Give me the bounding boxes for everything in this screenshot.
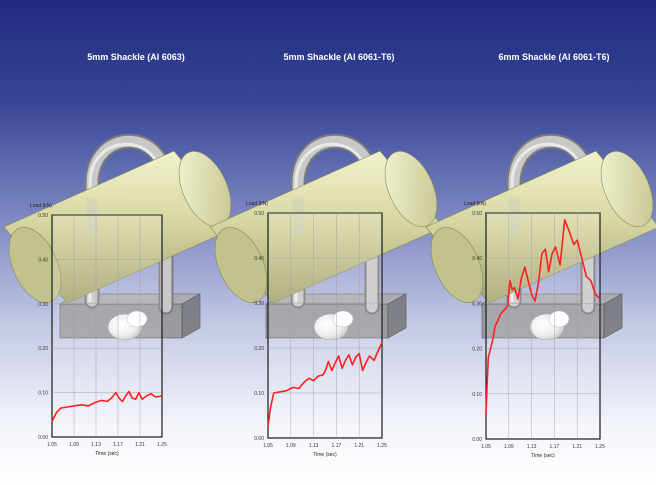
y-axis-label: Load (kN)	[464, 201, 486, 207]
x-tick-label: 1.13	[91, 442, 101, 448]
y-tick-label: 0.10	[254, 391, 264, 397]
panel-3-title: 6mm Shackle (Al 6061-T6)	[498, 52, 610, 62]
panel-2-title: 5mm Shackle (Al 6061-T6)	[283, 52, 395, 62]
load-curve	[51, 390, 163, 422]
graph-frame	[51, 214, 163, 438]
y-tick-label: 0.50	[472, 211, 482, 217]
y-tick-label: 0.00	[254, 436, 264, 442]
x-axis-label: Time (sec)	[95, 451, 119, 457]
x-tick-label: 1.13	[309, 443, 319, 449]
load-curve	[485, 219, 601, 415]
y-tick-label: 0.40	[254, 256, 264, 262]
y-tick-label: 0.00	[38, 435, 48, 441]
y-tick-label: 0.40	[472, 256, 482, 262]
x-tick-label: 1.05	[263, 443, 273, 449]
y-tick-label: 0.30	[472, 301, 482, 307]
load-time-graph-2: 0.00 0.10 0.20 0.30 0.40 0.50 1.05 1.09 1.13 1.17…	[246, 201, 387, 458]
x-tick-label: 1.21	[354, 443, 364, 449]
x-tick-label: 1.05	[47, 442, 57, 448]
y-tick-label: 0.20	[38, 346, 48, 352]
y-tick-label: 0.50	[38, 213, 48, 219]
x-tick-label: 1.21	[135, 442, 145, 448]
x-tick-label: 1.25	[595, 444, 605, 450]
x-tick-label: 1.09	[69, 442, 79, 448]
x-tick-label: 1.17	[332, 443, 342, 449]
load-time-graph-1: 0.00 0.10 0.20 0.30 0.40 0.50 1.05 1.09 1.13 1.17…	[30, 203, 167, 457]
x-tick-label: 1.17	[550, 444, 560, 450]
x-axis-label: Time (sec)	[313, 452, 337, 458]
y-tick-label: 0.20	[472, 347, 482, 353]
graph-frame	[485, 212, 601, 440]
y-axis-label: Load (kN)	[246, 201, 268, 207]
y-tick-label: 0.40	[38, 257, 48, 263]
y-tick-label: 0.10	[38, 391, 48, 397]
load-time-graph-3: 0.00 0.10 0.20 0.30 0.40 0.50 1.05 1.09 1.13 1.17…	[464, 201, 605, 459]
x-tick-label: 1.09	[286, 443, 296, 449]
y-tick-label: 0.50	[254, 211, 264, 217]
x-tick-label: 1.13	[527, 444, 537, 450]
y-tick-label: 0.10	[472, 392, 482, 398]
x-tick-label: 1.25	[377, 443, 387, 449]
y-tick-label: 0.30	[38, 302, 48, 308]
panel-1-title: 5mm Shackle (Al 6063)	[87, 52, 185, 62]
x-tick-label: 1.05	[481, 444, 491, 450]
y-tick-label: 0.20	[254, 346, 264, 352]
y-axis-label: Load (kN)	[30, 203, 52, 209]
load-curve	[267, 342, 383, 427]
y-tick-label: 0.30	[254, 301, 264, 307]
x-tick-label: 1.25	[157, 442, 167, 448]
x-axis-label: Time (sec)	[531, 453, 555, 459]
x-tick-label: 1.17	[113, 442, 123, 448]
x-tick-label: 1.21	[572, 444, 582, 450]
y-tick-label: 0.00	[472, 437, 482, 443]
x-tick-label: 1.09	[504, 444, 514, 450]
graph-frame	[267, 212, 383, 439]
